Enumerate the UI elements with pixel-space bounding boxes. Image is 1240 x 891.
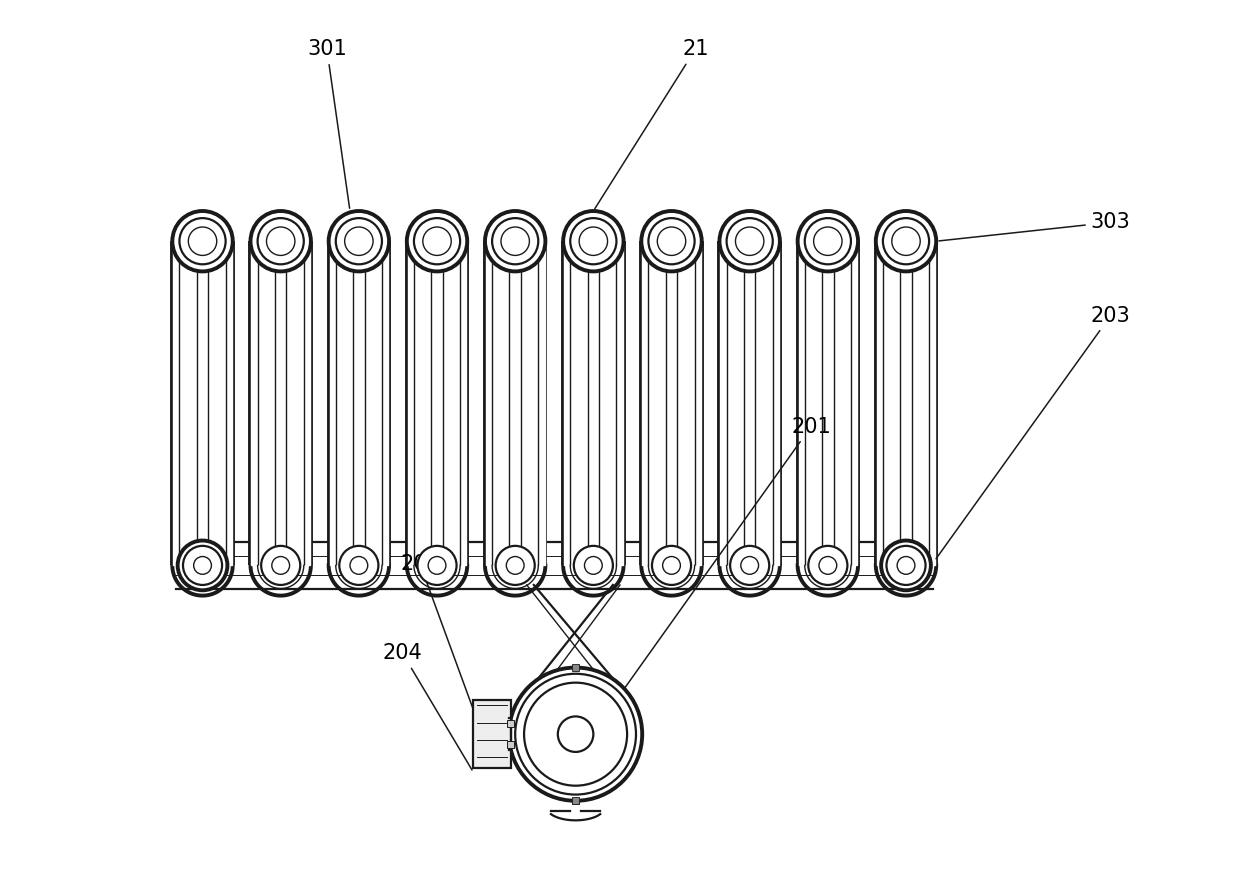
Text: 301: 301 (308, 39, 350, 208)
Circle shape (407, 211, 467, 272)
Circle shape (496, 546, 534, 585)
Circle shape (730, 546, 769, 585)
Circle shape (882, 541, 931, 590)
Bar (507, 720, 515, 727)
Text: 201: 201 (618, 417, 831, 699)
Bar (877, 241, 935, 566)
Circle shape (875, 211, 936, 272)
Bar (486, 241, 544, 566)
Circle shape (418, 546, 456, 585)
Text: 203: 203 (936, 306, 1131, 559)
Circle shape (508, 667, 642, 801)
Text: 21: 21 (595, 39, 709, 208)
Circle shape (250, 211, 311, 272)
Bar (564, 241, 622, 566)
Circle shape (340, 546, 378, 585)
Bar (720, 241, 779, 566)
Circle shape (184, 546, 222, 585)
Text: 202: 202 (401, 554, 481, 732)
Circle shape (172, 211, 233, 272)
Bar (330, 241, 388, 566)
Text: 204: 204 (382, 643, 472, 770)
Bar (572, 797, 579, 805)
Circle shape (563, 211, 624, 272)
Circle shape (262, 546, 300, 585)
Circle shape (887, 546, 925, 585)
Circle shape (808, 546, 847, 585)
Bar (507, 741, 515, 748)
Bar (252, 241, 310, 566)
Circle shape (329, 211, 389, 272)
Bar (474, 700, 511, 768)
Bar (642, 241, 701, 566)
Bar (174, 241, 232, 566)
Bar (408, 241, 466, 566)
Circle shape (641, 211, 702, 272)
Circle shape (797, 211, 858, 272)
Circle shape (485, 211, 546, 272)
Bar (799, 241, 857, 566)
Circle shape (177, 541, 227, 590)
Circle shape (652, 546, 691, 585)
Circle shape (719, 211, 780, 272)
Bar (573, 797, 579, 804)
Circle shape (574, 546, 613, 585)
Text: 303: 303 (939, 212, 1131, 241)
Bar (573, 665, 579, 671)
